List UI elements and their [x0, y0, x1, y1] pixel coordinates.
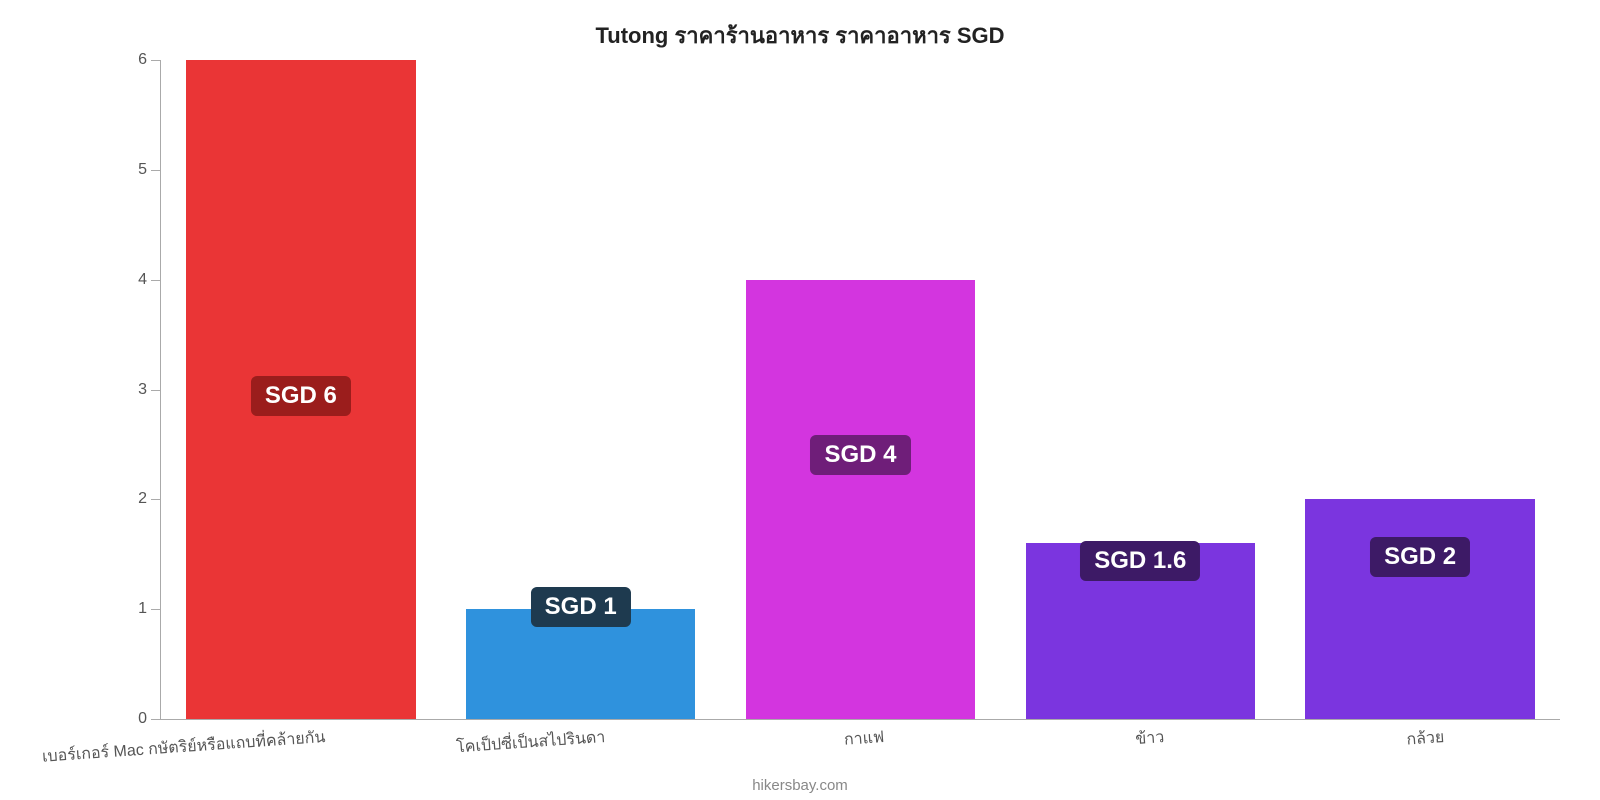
x-tick-label: ข้าว: [1134, 719, 1165, 752]
bar-value-label: SGD 6: [251, 376, 351, 416]
bar-slot: SGD 1.6ข้าว: [1026, 60, 1255, 719]
y-tick-label: 4: [138, 271, 161, 289]
chart-container: Tutong ราคาร้านอาหาร ราคาอาหาร SGD SGD 6…: [0, 0, 1600, 800]
x-tick-label: กาแฟ: [843, 719, 885, 753]
bar: [746, 280, 975, 719]
bar-value-label: SGD 4: [810, 435, 910, 475]
y-tick-label: 2: [138, 490, 161, 508]
x-tick-label: เบอร์เกอร์ Mac กษัตริย์หรือแถบที่คล้ายกั…: [41, 719, 326, 770]
bar-slot: SGD 6เบอร์เกอร์ Mac กษัตริย์หรือแถบที่คล…: [186, 60, 415, 719]
bar-value-label: SGD 1.6: [1080, 541, 1200, 581]
bar-value-label: SGD 1: [531, 587, 631, 627]
x-tick-label: กล้วย: [1405, 719, 1445, 753]
chart-title: Tutong ราคาร้านอาหาร ราคาอาหาร SGD: [0, 0, 1600, 53]
bar: [1305, 499, 1534, 719]
y-tick-label: 0: [138, 710, 161, 728]
y-tick-label: 3: [138, 381, 161, 399]
x-tick-label: โคเป็ปซี่เป็นสไปรินดา: [455, 719, 606, 760]
chart-caption: hikersbay.com: [752, 777, 848, 794]
plot-area: SGD 6เบอร์เกอร์ Mac กษัตริย์หรือแถบที่คล…: [160, 60, 1560, 720]
bar-slot: SGD 4กาแฟ: [746, 60, 975, 719]
bar-value-label: SGD 2: [1370, 537, 1470, 577]
bars-layer: SGD 6เบอร์เกอร์ Mac กษัตริย์หรือแถบที่คล…: [161, 60, 1560, 719]
y-tick-label: 5: [138, 161, 161, 179]
bar-slot: SGD 1โคเป็ปซี่เป็นสไปรินดา: [466, 60, 695, 719]
y-tick-label: 6: [138, 51, 161, 69]
bar-slot: SGD 2กล้วย: [1305, 60, 1534, 719]
y-tick-label: 1: [138, 600, 161, 618]
